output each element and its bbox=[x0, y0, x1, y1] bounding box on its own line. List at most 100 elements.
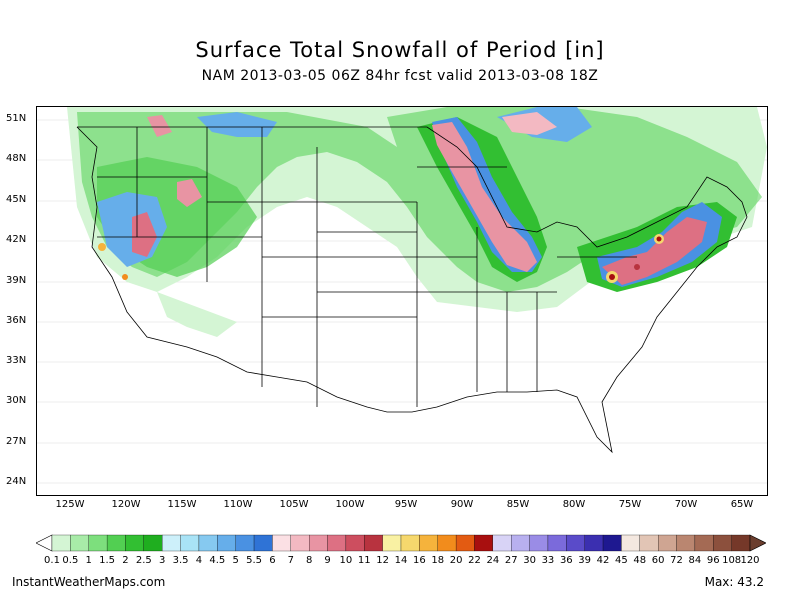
colorbar-swatch bbox=[88, 534, 108, 552]
colorbar-tick-label: 5.5 bbox=[246, 555, 262, 566]
lon-label-95w: 95W bbox=[394, 499, 418, 510]
colorbar-swatch bbox=[658, 534, 677, 552]
map-title: Surface Total Snowfall of Period [in] bbox=[195, 38, 605, 62]
lon-label-75w: 75W bbox=[618, 499, 642, 510]
colorbar-swatch bbox=[290, 534, 310, 552]
colorbar-swatch bbox=[253, 534, 273, 552]
colorbar-tick-label: 4.5 bbox=[209, 555, 226, 566]
colorbar-swatch bbox=[474, 534, 493, 552]
colorbar-swatch bbox=[143, 534, 163, 552]
snow-layer-pink bbox=[132, 112, 707, 285]
lat-label-30n: 30N bbox=[6, 395, 27, 406]
lon-label-100w: 100W bbox=[335, 499, 365, 510]
colorbar-tick-label: 2 bbox=[122, 555, 129, 566]
colorbar-swatch bbox=[566, 534, 585, 552]
colorbar-swatch bbox=[731, 534, 751, 552]
colorbar-tick-label: 8 bbox=[305, 555, 313, 566]
colorbar-swatch bbox=[713, 534, 732, 552]
colorbar-swatch bbox=[676, 534, 696, 552]
colorbar-tick-label: 36 bbox=[559, 555, 573, 566]
colorbar-tick-label: 1 bbox=[85, 555, 92, 566]
colorbar-left-arrow bbox=[36, 534, 53, 552]
lat-label-27n: 27N bbox=[6, 436, 27, 447]
colorbar-tick-label: 11 bbox=[357, 555, 371, 566]
colorbar-swatch bbox=[309, 534, 328, 552]
colorbar-tick-label: 96 bbox=[706, 555, 720, 566]
lat-label-24n: 24N bbox=[6, 476, 27, 487]
colorbar-swatch bbox=[455, 534, 475, 552]
colorbar-tick-label: 22 bbox=[468, 555, 481, 566]
colorbar-swatch bbox=[51, 534, 71, 552]
lon-label-120w: 120W bbox=[111, 499, 141, 510]
colorbar-tick-label: 24 bbox=[486, 555, 500, 566]
colorbar-swatch bbox=[584, 534, 604, 552]
source-credit: InstantWeatherMaps.com bbox=[12, 575, 166, 589]
colorbar-swatch bbox=[547, 534, 567, 552]
colorbar-tick-label: 9 bbox=[324, 555, 331, 566]
colorbar-tick-label: 14 bbox=[394, 555, 408, 566]
colorbar-swatch bbox=[419, 534, 438, 552]
lat-label-39n: 39N bbox=[6, 275, 27, 286]
colorbar-tick-label: 60 bbox=[651, 555, 665, 566]
lon-label-65w: 65W bbox=[730, 499, 754, 510]
colorbar-tick-label: 7 bbox=[287, 555, 294, 566]
max-label: Max: bbox=[704, 575, 734, 589]
colorbar-swatch bbox=[180, 534, 200, 552]
colorbar-swatch bbox=[106, 534, 126, 552]
colorbar-tick-label: 72 bbox=[670, 555, 683, 566]
lat-label-51n: 51N bbox=[6, 113, 27, 124]
lat-label-48n: 48N bbox=[6, 153, 27, 164]
colorbar-swatch bbox=[345, 534, 365, 552]
state-boundaries bbox=[76, 126, 748, 454]
colorbar-swatch bbox=[235, 534, 255, 552]
colorbar-swatch bbox=[621, 534, 640, 552]
lon-label-110w: 110W bbox=[223, 499, 253, 510]
colorbar-swatch bbox=[198, 534, 218, 552]
colorbar-tick-label: 3 bbox=[159, 555, 166, 566]
lon-label-80w: 80W bbox=[562, 499, 586, 510]
colorbar-tick-label: 48 bbox=[633, 555, 647, 566]
colorbar-tick-label: 39 bbox=[578, 555, 592, 566]
colorbar-tick-label: 108 bbox=[722, 555, 742, 566]
lat-label-42n: 42N bbox=[6, 234, 27, 245]
lon-label-85w: 85W bbox=[506, 499, 530, 510]
colorbar-swatch bbox=[529, 534, 549, 552]
colorbar-tick-label: 2.5 bbox=[135, 555, 152, 566]
colorbar-tick-label: 45 bbox=[615, 555, 628, 566]
colorbar-tick-label: 4 bbox=[195, 555, 203, 566]
colorbar-tick-label: 5 bbox=[232, 555, 239, 566]
colorbar-swatch bbox=[327, 534, 347, 552]
colorbar-swatch bbox=[492, 534, 512, 552]
colorbar-swatch bbox=[272, 534, 291, 552]
lon-label-115w: 115W bbox=[167, 499, 197, 510]
colorbar-tick-label: 18 bbox=[431, 555, 445, 566]
colorbar-tick-label: 12 bbox=[376, 555, 389, 566]
colorbar-tick-label: 0.5 bbox=[62, 555, 79, 566]
colorbar-tick-label: 6 bbox=[269, 555, 276, 566]
colorbar-swatch bbox=[639, 534, 659, 552]
colorbar-swatch bbox=[437, 534, 457, 552]
legend-colorbar bbox=[36, 534, 766, 552]
colorbar-tick-label: 3.5 bbox=[172, 555, 189, 566]
max-value-readout: Max: 43.2 bbox=[705, 575, 764, 589]
lon-label-105w: 105W bbox=[279, 499, 309, 510]
colorbar-tick-label: 20 bbox=[449, 555, 463, 566]
colorbar-tick-label: 1.5 bbox=[99, 555, 116, 566]
colorbar-tick-label: 16 bbox=[412, 555, 426, 566]
colorbar-tick-label: 30 bbox=[523, 555, 536, 566]
lat-label-36n: 36N bbox=[6, 315, 27, 326]
max-value: 43.2 bbox=[737, 575, 764, 589]
colorbar-tick-label: 120 bbox=[740, 555, 760, 566]
colorbar-tick-label: 84 bbox=[688, 555, 702, 566]
colorbar-swatch bbox=[217, 534, 236, 552]
colorbar-tick-label: 10 bbox=[339, 555, 353, 566]
colorbar-swatch bbox=[382, 534, 402, 552]
map-subtitle: NAM 2013-03-05 06Z 84hr fcst valid 2013-… bbox=[201, 68, 599, 84]
colorbar-swatch bbox=[400, 534, 420, 552]
lon-label-70w: 70W bbox=[674, 499, 698, 510]
map-canvas bbox=[37, 107, 767, 484]
snowfall-map bbox=[36, 106, 768, 496]
lon-label-90w: 90W bbox=[450, 499, 474, 510]
colorbar-right-arrow bbox=[749, 534, 766, 552]
colorbar-swatch bbox=[162, 534, 181, 552]
